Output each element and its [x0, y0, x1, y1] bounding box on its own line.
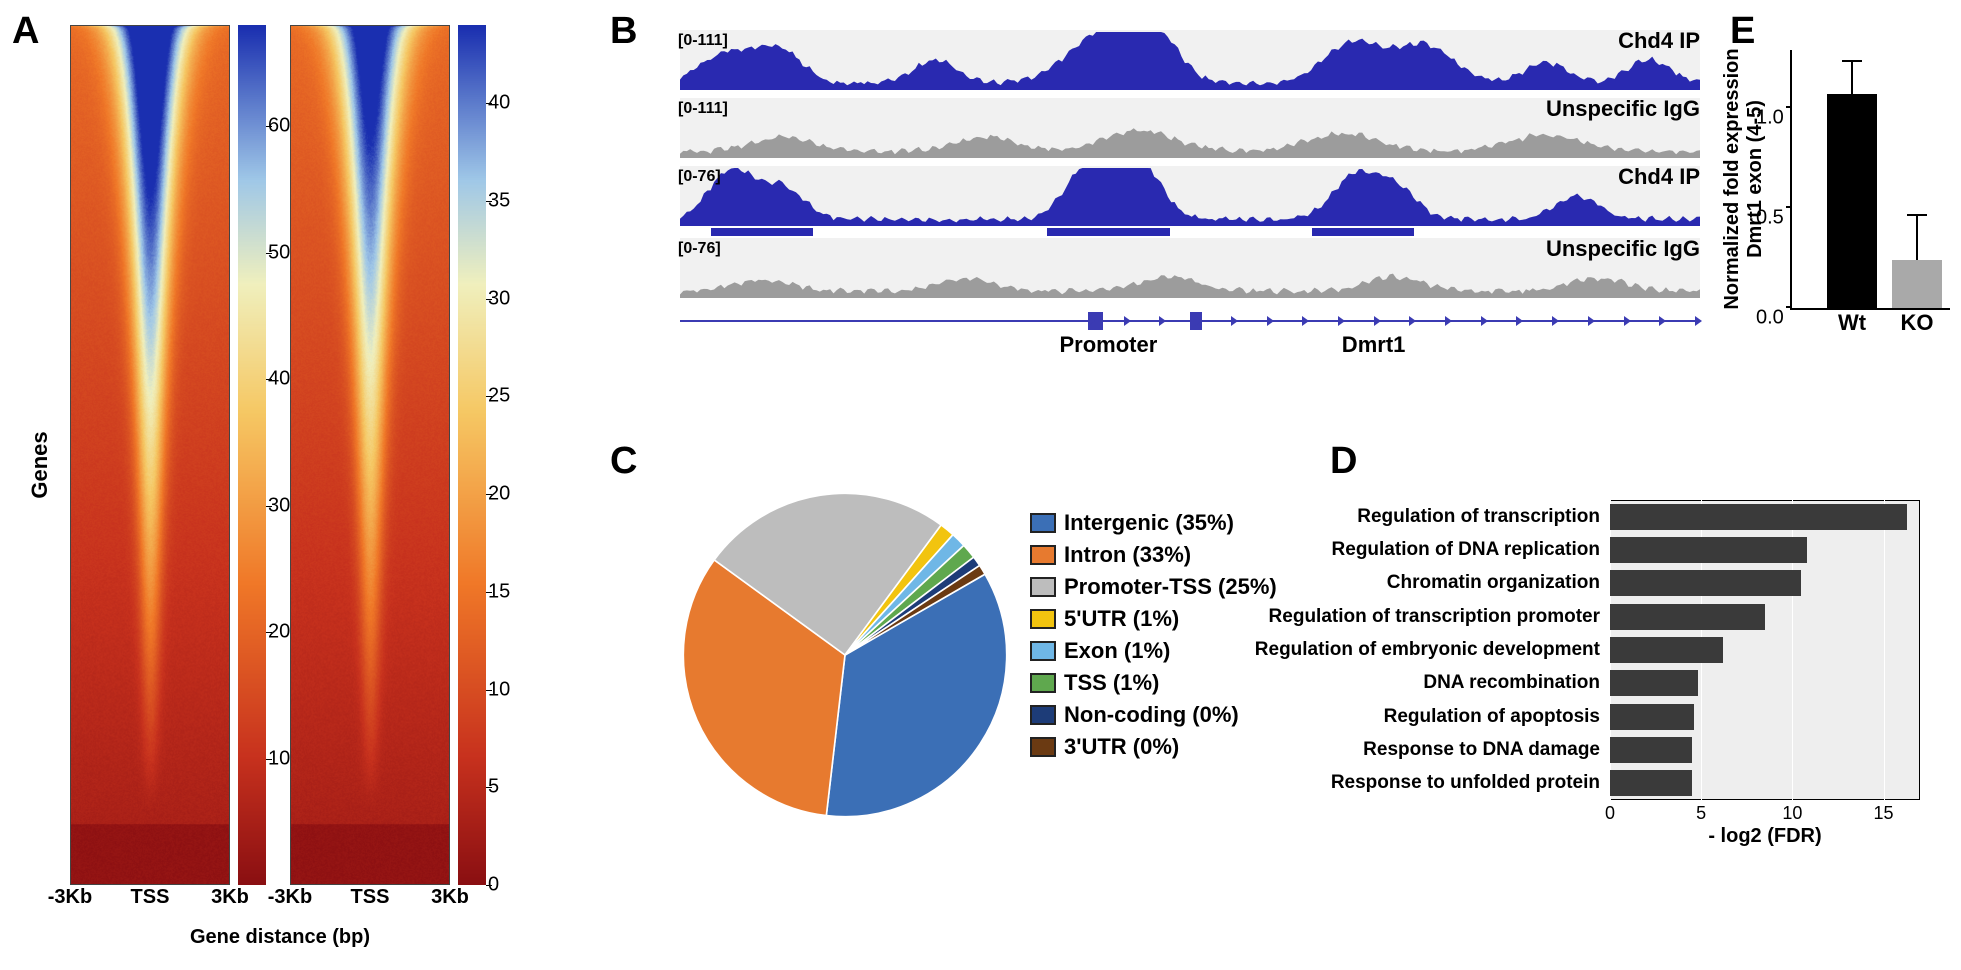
y-tick: 0.0: [1756, 307, 1784, 330]
x-tick: 10: [1782, 803, 1802, 824]
x-tick: 3Kb: [211, 886, 249, 909]
legend-item: 5'UTR (1%): [1030, 606, 1277, 632]
hbar: [1610, 704, 1694, 730]
panel-b: [0-111] Chd4 IP [0-111] Unspecific IgG […: [610, 10, 1710, 370]
x-tick: 5: [1696, 803, 1706, 824]
x-tick: TSS: [131, 886, 170, 909]
legend-label: Exon (1%): [1064, 638, 1170, 664]
x-label: KO: [1901, 310, 1934, 336]
track-range: [0-111]: [678, 32, 728, 50]
colorbar-1: [238, 25, 266, 885]
hbar-label: Response to unfolded protein: [1331, 772, 1600, 794]
peak-bar: [711, 228, 813, 236]
legend-item: 3'UTR (0%): [1030, 734, 1277, 760]
track-range: [0-76]: [678, 240, 721, 258]
hbar-label: DNA recombination: [1423, 672, 1600, 694]
legend-label: Promoter-TSS (25%): [1064, 574, 1277, 600]
legend-swatch: [1030, 641, 1056, 661]
gene-label: Dmrt1: [1342, 332, 1406, 358]
track-label: Unspecific IgG: [1546, 96, 1700, 122]
axis-y-label: Genes: [27, 431, 53, 498]
genome-track: [0-76] Chd4 IP: [680, 166, 1700, 226]
hbar-label: Regulation of embryonic development: [1255, 639, 1600, 661]
x-label: Wt: [1838, 310, 1866, 336]
bar-chart: Normalized fold expressionDmrt1 exon (4-…: [1790, 50, 1950, 310]
track-label: Unspecific IgG: [1546, 236, 1700, 262]
legend-item: TSS (1%): [1030, 670, 1277, 696]
legend-item: Intron (33%): [1030, 542, 1277, 568]
heatmap-1: [70, 25, 230, 885]
figure: A Genes Gene distance (bp) 1020304050600…: [10, 10, 1951, 960]
hbar: [1610, 670, 1698, 696]
hbar-label: Regulation of apoptosis: [1384, 706, 1600, 728]
bar: [1827, 94, 1877, 308]
panel-c: Intergenic (35%) Intron (33%) Promoter-TSS…: [610, 450, 1290, 880]
y-tick: 1.0: [1756, 107, 1784, 130]
legend-swatch: [1030, 609, 1056, 629]
legend-label: Non-coding (0%): [1064, 702, 1239, 728]
legend-swatch: [1030, 705, 1056, 725]
legend-item: Intergenic (35%): [1030, 510, 1277, 536]
hbar: [1610, 637, 1723, 663]
gene-model: [680, 308, 1700, 336]
hbar-label: Response to DNA damage: [1363, 739, 1600, 761]
x-tick: -3Kb: [48, 886, 92, 909]
hbar: [1610, 504, 1907, 530]
legend-label: TSS (1%): [1064, 670, 1159, 696]
hbar-label: Regulation of transcription promoter: [1269, 606, 1600, 628]
panel-a: Genes Gene distance (bp) 102030405060051…: [20, 10, 590, 950]
peak-bar: [1047, 228, 1169, 236]
hbar: [1610, 737, 1692, 763]
x-tick: 15: [1874, 803, 1894, 824]
legend-swatch: [1030, 737, 1056, 757]
peak-bar: [1312, 228, 1414, 236]
hbar-label: Chromatin organization: [1387, 572, 1600, 594]
x-tick: 0: [1605, 803, 1615, 824]
pie-chart: [680, 490, 1010, 820]
legend-label: Intergenic (35%): [1064, 510, 1234, 536]
panel-e: Normalized fold expressionDmrt1 exon (4-…: [1730, 10, 1960, 370]
legend-swatch: [1030, 513, 1056, 533]
track-label: Chd4 IP: [1618, 164, 1700, 190]
track-range: [0-76]: [678, 168, 721, 186]
track-range: [0-111]: [678, 100, 728, 118]
hbar-label: Regulation of transcription: [1357, 506, 1600, 528]
axis-y-label-e: Normalized fold expressionDmrt1 exon (4-…: [1721, 48, 1767, 309]
x-tick: 3Kb: [431, 886, 469, 909]
legend-item: Exon (1%): [1030, 638, 1277, 664]
legend-label: 3'UTR (0%): [1064, 734, 1179, 760]
hbar: [1610, 570, 1801, 596]
legend-item: Non-coding (0%): [1030, 702, 1277, 728]
legend-label: Intron (33%): [1064, 542, 1191, 568]
track-label: Chd4 IP: [1618, 28, 1700, 54]
heatmap-2: [290, 25, 450, 885]
axis-x-label: Gene distance (bp): [190, 926, 370, 949]
axis-x-label-d: - log2 (FDR): [1708, 825, 1821, 848]
x-tick: -3Kb: [268, 886, 312, 909]
hbar-label: Regulation of DNA replication: [1332, 539, 1600, 561]
panel-d: - log2 (FDR) 0 5 10 15 Regulation of transcr…: [1330, 450, 1950, 880]
legend-item: Promoter-TSS (25%): [1030, 574, 1277, 600]
hbar: [1610, 604, 1765, 630]
legend-label: 5'UTR (1%): [1064, 606, 1179, 632]
hbar: [1610, 770, 1692, 796]
colorbar-2: [458, 25, 486, 885]
genome-track: [0-76] Unspecific IgG: [680, 238, 1700, 298]
pie-legend: Intergenic (35%) Intron (33%) Promoter-TSS…: [1030, 510, 1277, 766]
genome-track: [0-111] Unspecific IgG: [680, 98, 1700, 158]
genome-track: [0-111] Chd4 IP: [680, 30, 1700, 90]
legend-swatch: [1030, 577, 1056, 597]
y-tick: 0.5: [1756, 207, 1784, 230]
legend-swatch: [1030, 545, 1056, 565]
bar: [1892, 260, 1942, 308]
x-tick: TSS: [351, 886, 390, 909]
hbar-chart: - log2 (FDR) 051015Regulation of transcr…: [1610, 500, 1920, 800]
legend-swatch: [1030, 673, 1056, 693]
promoter-label: Promoter: [1059, 332, 1157, 358]
hbar: [1610, 537, 1807, 563]
